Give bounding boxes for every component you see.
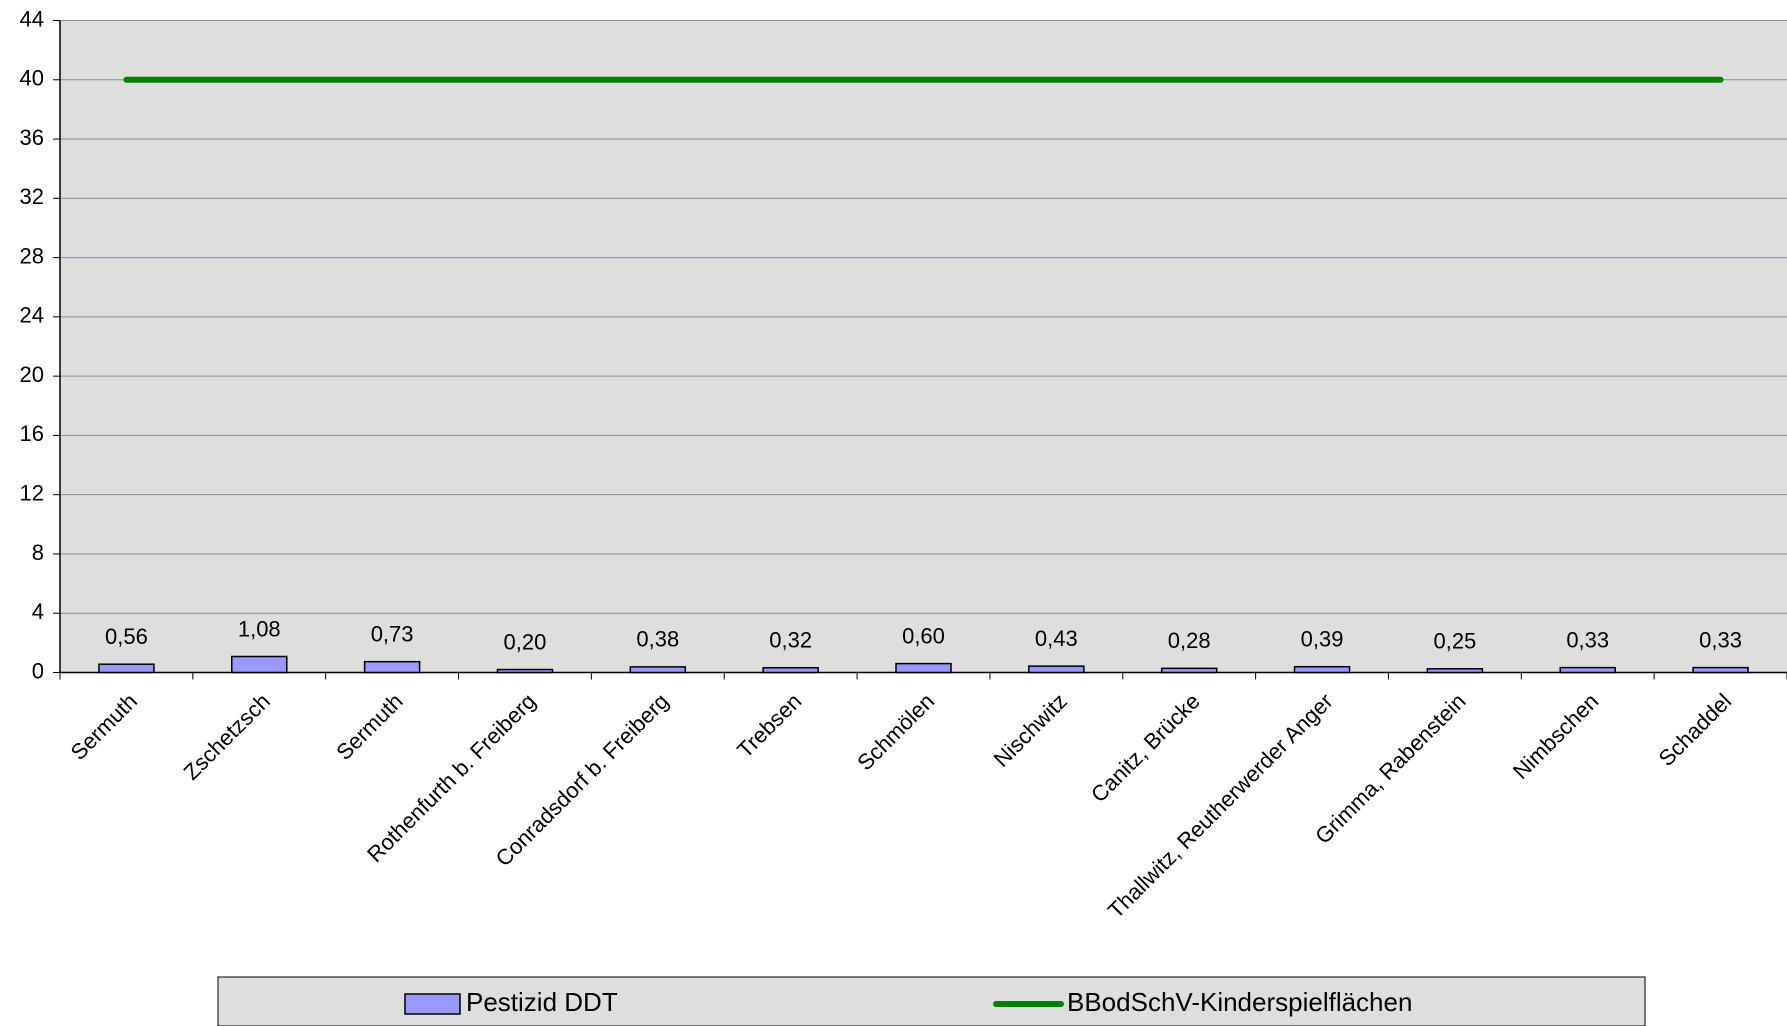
- legend-swatch: [404, 993, 461, 1015]
- bar: [762, 667, 819, 674]
- x-tick-label: Grimma, Rabenstein: [1310, 688, 1470, 848]
- legend-label: Pestizid DDT: [466, 987, 618, 1017]
- data-label: 0,39: [1301, 627, 1344, 652]
- bar: [98, 663, 155, 674]
- data-label: 0,73: [371, 621, 414, 646]
- bar: [363, 660, 421, 674]
- bar: [1426, 668, 1484, 674]
- y-tick-label: 0: [32, 658, 44, 683]
- x-tick-label: Sermuth: [66, 688, 142, 764]
- bar: [496, 668, 554, 674]
- data-label: 0,20: [504, 629, 547, 654]
- bar: [231, 655, 288, 674]
- bar: [1293, 665, 1351, 674]
- y-tick-label: 32: [20, 184, 44, 209]
- y-tick-label: 8: [32, 540, 44, 565]
- bar: [895, 662, 952, 674]
- data-label: 0,38: [636, 627, 679, 652]
- data-label: 0,25: [1433, 629, 1476, 654]
- x-tick-label: Nischwitz: [989, 688, 1072, 771]
- bar: [1028, 665, 1085, 674]
- bar: [1559, 666, 1616, 674]
- y-tick-label: 28: [20, 243, 44, 268]
- y-tick-label: 40: [20, 66, 44, 91]
- x-tick-label: Thallwitz, Reutherwerder Anger: [1103, 688, 1338, 923]
- x-tick-label: Schmölen: [852, 688, 939, 775]
- data-label: 0,43: [1035, 626, 1078, 651]
- data-label: 1,08: [238, 616, 281, 641]
- bar: [1160, 667, 1218, 674]
- data-label: 0,60: [902, 623, 945, 648]
- bar: [629, 666, 687, 674]
- y-tick-label: 20: [20, 362, 44, 387]
- y-tick-label: 36: [20, 125, 44, 150]
- x-tick-label: Schaddel: [1654, 688, 1737, 771]
- x-tick-label: Canitz, Brücke: [1086, 688, 1205, 807]
- data-label: 0,28: [1168, 628, 1211, 653]
- legend-label: BBodSchV-Kinderspielflächen: [1067, 987, 1412, 1017]
- y-tick-label: 44: [20, 6, 44, 31]
- y-tick-label: 4: [32, 599, 44, 624]
- data-label: 0,33: [1699, 627, 1742, 652]
- data-label: 0,32: [769, 628, 812, 653]
- bar: [1692, 666, 1749, 674]
- data-label: 0,33: [1566, 627, 1609, 652]
- x-tick-label: Trebsen: [732, 688, 806, 762]
- data-label: 0,56: [105, 624, 148, 649]
- x-tick-label: Zschetzsch: [179, 688, 275, 784]
- plot-area: [60, 20, 1787, 672]
- y-tick-label: 24: [20, 303, 44, 328]
- x-tick-label: Sermuth: [331, 688, 407, 764]
- x-tick-label: Nimbschen: [1508, 688, 1603, 783]
- y-tick-label: 12: [20, 480, 44, 505]
- y-tick-label: 16: [20, 421, 44, 446]
